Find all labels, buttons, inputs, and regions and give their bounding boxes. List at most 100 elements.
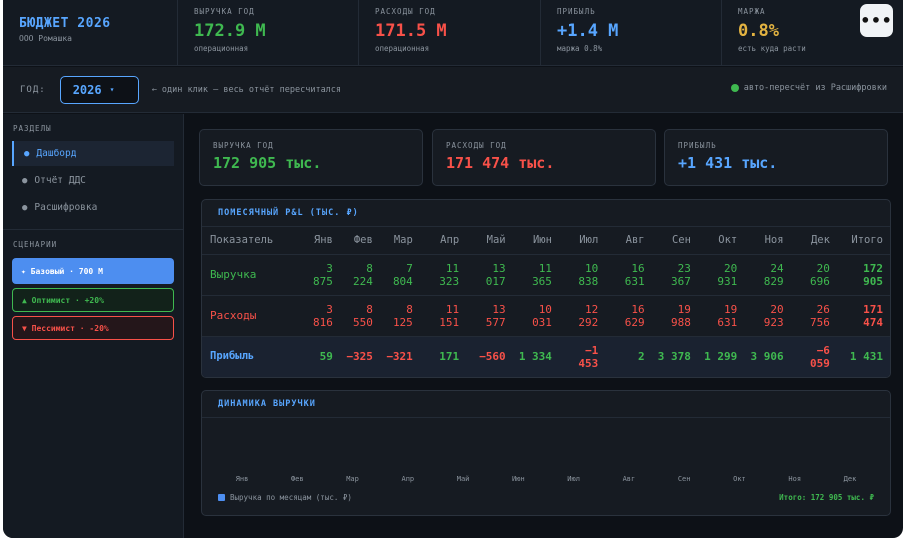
year-select[interactable]: 2026 ▾: [59, 75, 139, 104]
status-dot-icon: [730, 84, 739, 92]
auto-recalc-label: авто-пересчёт из Расшифровки: [743, 83, 887, 93]
scenario-pessimist-button[interactable]: ▼ Пессимист · -20%: [12, 316, 174, 340]
table-cell: 13 577: [466, 295, 513, 337]
chart-legend: Выручка по месяцам (тыс. ₽): [218, 493, 352, 502]
table-header-row: Показатель Янв Фев Мар Апр Май Июн Июл А…: [202, 227, 890, 255]
auto-recalc-status: авто-пересчёт из Расшифровки: [730, 83, 887, 93]
revenue-chart: Выручка по месяцам (тыс. ₽) Итого: 172 9…: [202, 418, 890, 514]
month-label: Ноя: [788, 475, 802, 483]
bullet-icon: ●: [22, 202, 28, 213]
sidebar: РАЗДЕЛЫ ● Дашборд ● Отчёт ДДС ● Расшифро…: [3, 114, 184, 538]
revenue-chart-title: ДИНАМИКА ВЫРУЧКИ: [202, 391, 890, 418]
scenarios-heading: СЦЕНАРИИ: [13, 240, 58, 249]
table-cell: 23 367: [651, 254, 698, 296]
column-header: Авг: [605, 227, 652, 255]
more-options-button[interactable]: •••: [860, 4, 893, 37]
row-label: Прибыль: [202, 336, 300, 377]
kpi-strip: БЮДЖЕТ 2026 ООО Ромашка ВЫРУЧКА ГОД 172.…: [3, 0, 903, 66]
table-cell: −321: [379, 336, 420, 377]
table-cell: 2: [605, 336, 652, 377]
summary-value: 171 474 тыс.: [446, 154, 555, 172]
app-window: БЮДЖЕТ 2026 ООО Ромашка ВЫРУЧКА ГОД 172.…: [3, 0, 903, 538]
year-label: ГОД:: [20, 84, 46, 95]
brand-block: БЮДЖЕТ 2026 ООО Ромашка: [3, 0, 178, 66]
kpi-note: есть куда расти: [738, 44, 806, 53]
brand-title: БЮДЖЕТ 2026: [19, 16, 111, 31]
kpi-note: маржа 0.8%: [557, 44, 603, 53]
row-label: Расходы: [202, 295, 300, 337]
table-cell: 8 224: [339, 254, 380, 296]
table-cell: 20 696: [790, 254, 837, 296]
table-cell: 19 988: [651, 295, 698, 337]
chart-total: Итого: 172 905 тыс. ₽: [779, 493, 874, 502]
scenario-base-button[interactable]: ✦ Базовый · 700 М: [12, 258, 174, 284]
table-cell: 16 631: [605, 254, 652, 296]
column-header: Окт: [697, 227, 745, 255]
kpi-label: ВЫРУЧКА ГОД: [194, 7, 255, 16]
summary-label: РАСХОДЫ ГОД: [446, 141, 507, 150]
summary-card-expenses: РАСХОДЫ ГОД 171 474 тыс.: [432, 129, 656, 186]
month-label: Июн: [512, 475, 525, 483]
chevron-down-icon: ▾: [109, 85, 115, 94]
table-row: Расходы 3 816 8 550 8 125 11 151 13 577 10 031…: [202, 295, 890, 337]
table-cell: 7 804: [379, 254, 420, 296]
kpi-note: операционная: [194, 44, 249, 53]
table-cell: 171: [419, 336, 467, 377]
year-hint: ← один клик — весь отчёт пересчитался: [151, 84, 342, 95]
table-cell: 8 125: [379, 295, 420, 337]
revenue-chart-panel: ДИНАМИКА ВЫРУЧКИ Выручка по месяцам (тыс…: [201, 390, 891, 516]
table-cell: 11 323: [419, 254, 467, 296]
sections-heading: РАЗДЕЛЫ: [13, 124, 52, 133]
sidebar-item-dashboard[interactable]: ● Дашборд: [12, 141, 174, 166]
kpi-value: 0.8%: [738, 21, 779, 41]
row-label: Выручка: [202, 254, 300, 296]
table-cell: 3 816: [300, 295, 340, 337]
kpi-note: операционная: [375, 44, 430, 53]
kpi-profit: ПРИБЫЛЬ +1.4 М маржа 0.8%: [541, 0, 722, 66]
column-header: Янв: [300, 227, 340, 255]
kpi-value: 172.9 М: [194, 21, 266, 41]
kpi-margin: МАРЖА 0.8% есть куда расти •••: [722, 0, 903, 66]
summary-card-profit: ПРИБЫЛЬ +1 431 тыс.: [664, 129, 888, 186]
table-cell: 13 017: [466, 254, 513, 296]
month-label: Янв: [235, 475, 249, 483]
total-cell: 1 431: [836, 336, 890, 377]
sidebar-item-label: Дашборд: [36, 148, 77, 159]
kpi-value: 171.5 М: [375, 21, 447, 41]
kpi-label: МАРЖА: [738, 7, 766, 16]
table-cell: −1 453: [558, 336, 606, 377]
legend-label: Выручка по месяцам (тыс. ₽): [230, 493, 352, 502]
legend-swatch: [218, 494, 225, 501]
column-header: Июн: [512, 227, 559, 255]
total-cell: 171 474: [836, 295, 890, 337]
table-cell: 11 365: [512, 254, 559, 296]
month-label: Дек: [843, 475, 857, 483]
column-header: Дек: [790, 227, 837, 255]
summary-value: 172 905 тыс.: [213, 154, 322, 172]
pl-table: Показатель Янв Фев Мар Апр Май Июн Июл А…: [202, 227, 890, 377]
table-cell: 3 875: [300, 254, 340, 296]
month-label: Апр: [401, 475, 415, 483]
total-cell: 172 905: [836, 254, 890, 296]
column-header: Фев: [339, 227, 380, 255]
table-cell: 3 378: [651, 336, 698, 377]
table-cell: 10 838: [558, 254, 606, 296]
table-cell: −325: [339, 336, 380, 377]
month-label: Июл: [567, 475, 580, 483]
month-label: Окт: [733, 475, 746, 483]
kpi-label: РАСХОДЫ ГОД: [375, 7, 436, 16]
table-cell: 16 629: [605, 295, 652, 337]
column-header: Показатель: [202, 227, 300, 255]
table-cell: 20 931: [697, 254, 745, 296]
sidebar-item-label: Расшифровка: [34, 202, 98, 213]
company-name: ООО Ромашка: [19, 34, 72, 43]
column-header: Ноя: [744, 227, 791, 255]
month-label: Мар: [346, 475, 359, 483]
month-label: Сен: [677, 475, 691, 483]
sidebar-item-breakdown[interactable]: ● Расшифровка: [12, 195, 174, 220]
scenario-optimist-button[interactable]: ▲ Оптимист · +20%: [12, 288, 174, 312]
pl-title: ПОМЕСЯЧНЫЙ P&L (ТЫС. ₽): [202, 200, 890, 227]
table-cell: −560: [466, 336, 513, 377]
sidebar-item-cashflow[interactable]: ● Отчёт ДДС: [12, 168, 174, 193]
table-row: Выручка 3 875 8 224 7 804 11 323 13 017 11 365…: [202, 254, 890, 296]
